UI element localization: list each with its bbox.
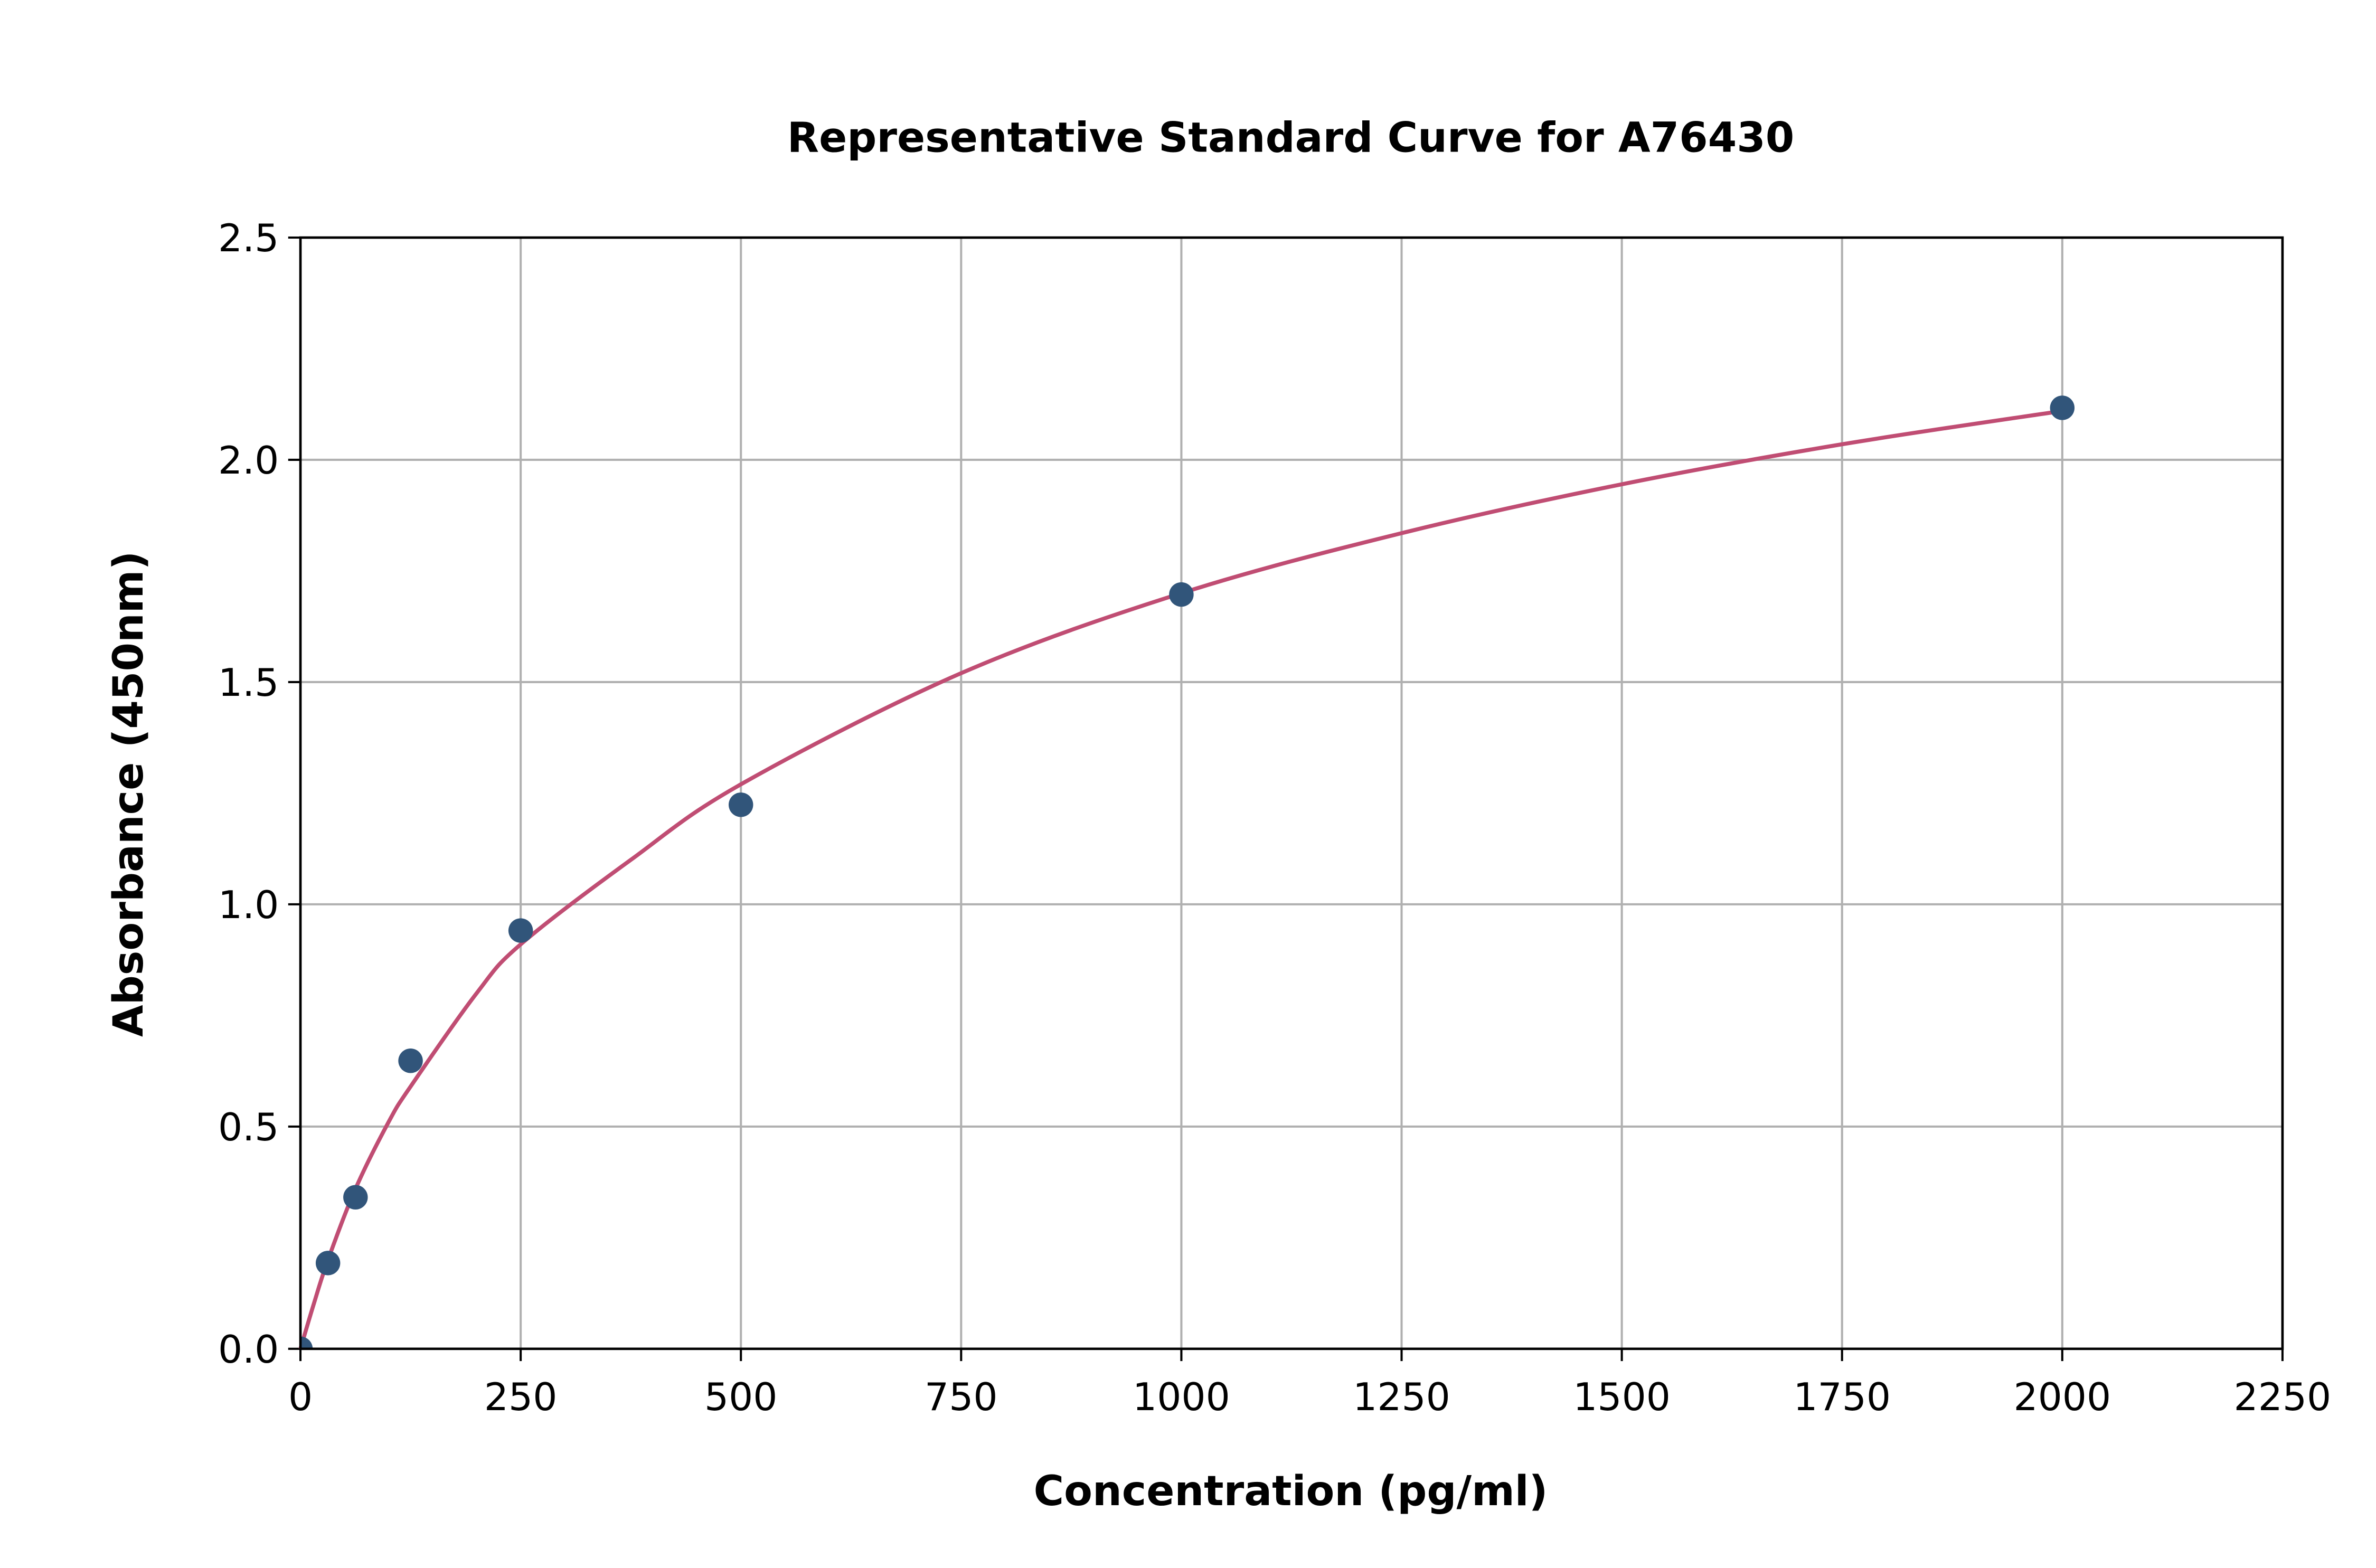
y-tick-label: 0.0 (218, 1328, 279, 1372)
data-point (300, 1336, 313, 1349)
x-tick-label: 500 (704, 1375, 778, 1420)
y-axis-label: Absorbance (450nm) (105, 551, 153, 1037)
data-points (300, 395, 2075, 1349)
plot-frame (299, 236, 2284, 1350)
x-tick-label: 750 (925, 1375, 998, 1420)
data-point (315, 1251, 341, 1276)
chart-title: Representative Standard Curve for A76430 (787, 114, 1795, 162)
data-point (398, 1049, 423, 1073)
x-tick-label: 2000 (2013, 1375, 2111, 1420)
data-point (343, 1185, 368, 1210)
x-tick-label: 1500 (1573, 1375, 1671, 1420)
x-axis-label: Concentration (pg/ml) (1034, 1467, 1548, 1515)
y-axis-ticks: 0.0 0.5 1.0 1.5 2.0 2.5 (218, 216, 301, 1372)
y-tick-label: 2.0 (218, 439, 279, 483)
grid (299, 236, 2284, 1350)
y-tick-label: 1.5 (218, 661, 279, 705)
x-tick-label: 2250 (2234, 1375, 2332, 1420)
data-point (508, 918, 533, 943)
data-point (2050, 395, 2075, 420)
y-tick-label: 2.5 (218, 216, 279, 261)
x-tick-label: 1750 (1793, 1375, 1891, 1420)
data-point (729, 792, 753, 817)
x-tick-label: 1250 (1353, 1375, 1450, 1420)
x-axis-ticks: 0 250 500 750 1000 1250 1500 1750 2000 2250 (288, 1348, 2332, 1420)
data-point (1169, 582, 1194, 607)
x-tick-label: 1000 (1133, 1375, 1230, 1420)
x-tick-label: 250 (484, 1375, 558, 1420)
x-tick-label: 0 (288, 1375, 313, 1420)
fit-curve (298, 409, 2063, 1349)
y-tick-label: 1.0 (218, 883, 279, 928)
y-tick-label: 0.5 (218, 1106, 279, 1150)
